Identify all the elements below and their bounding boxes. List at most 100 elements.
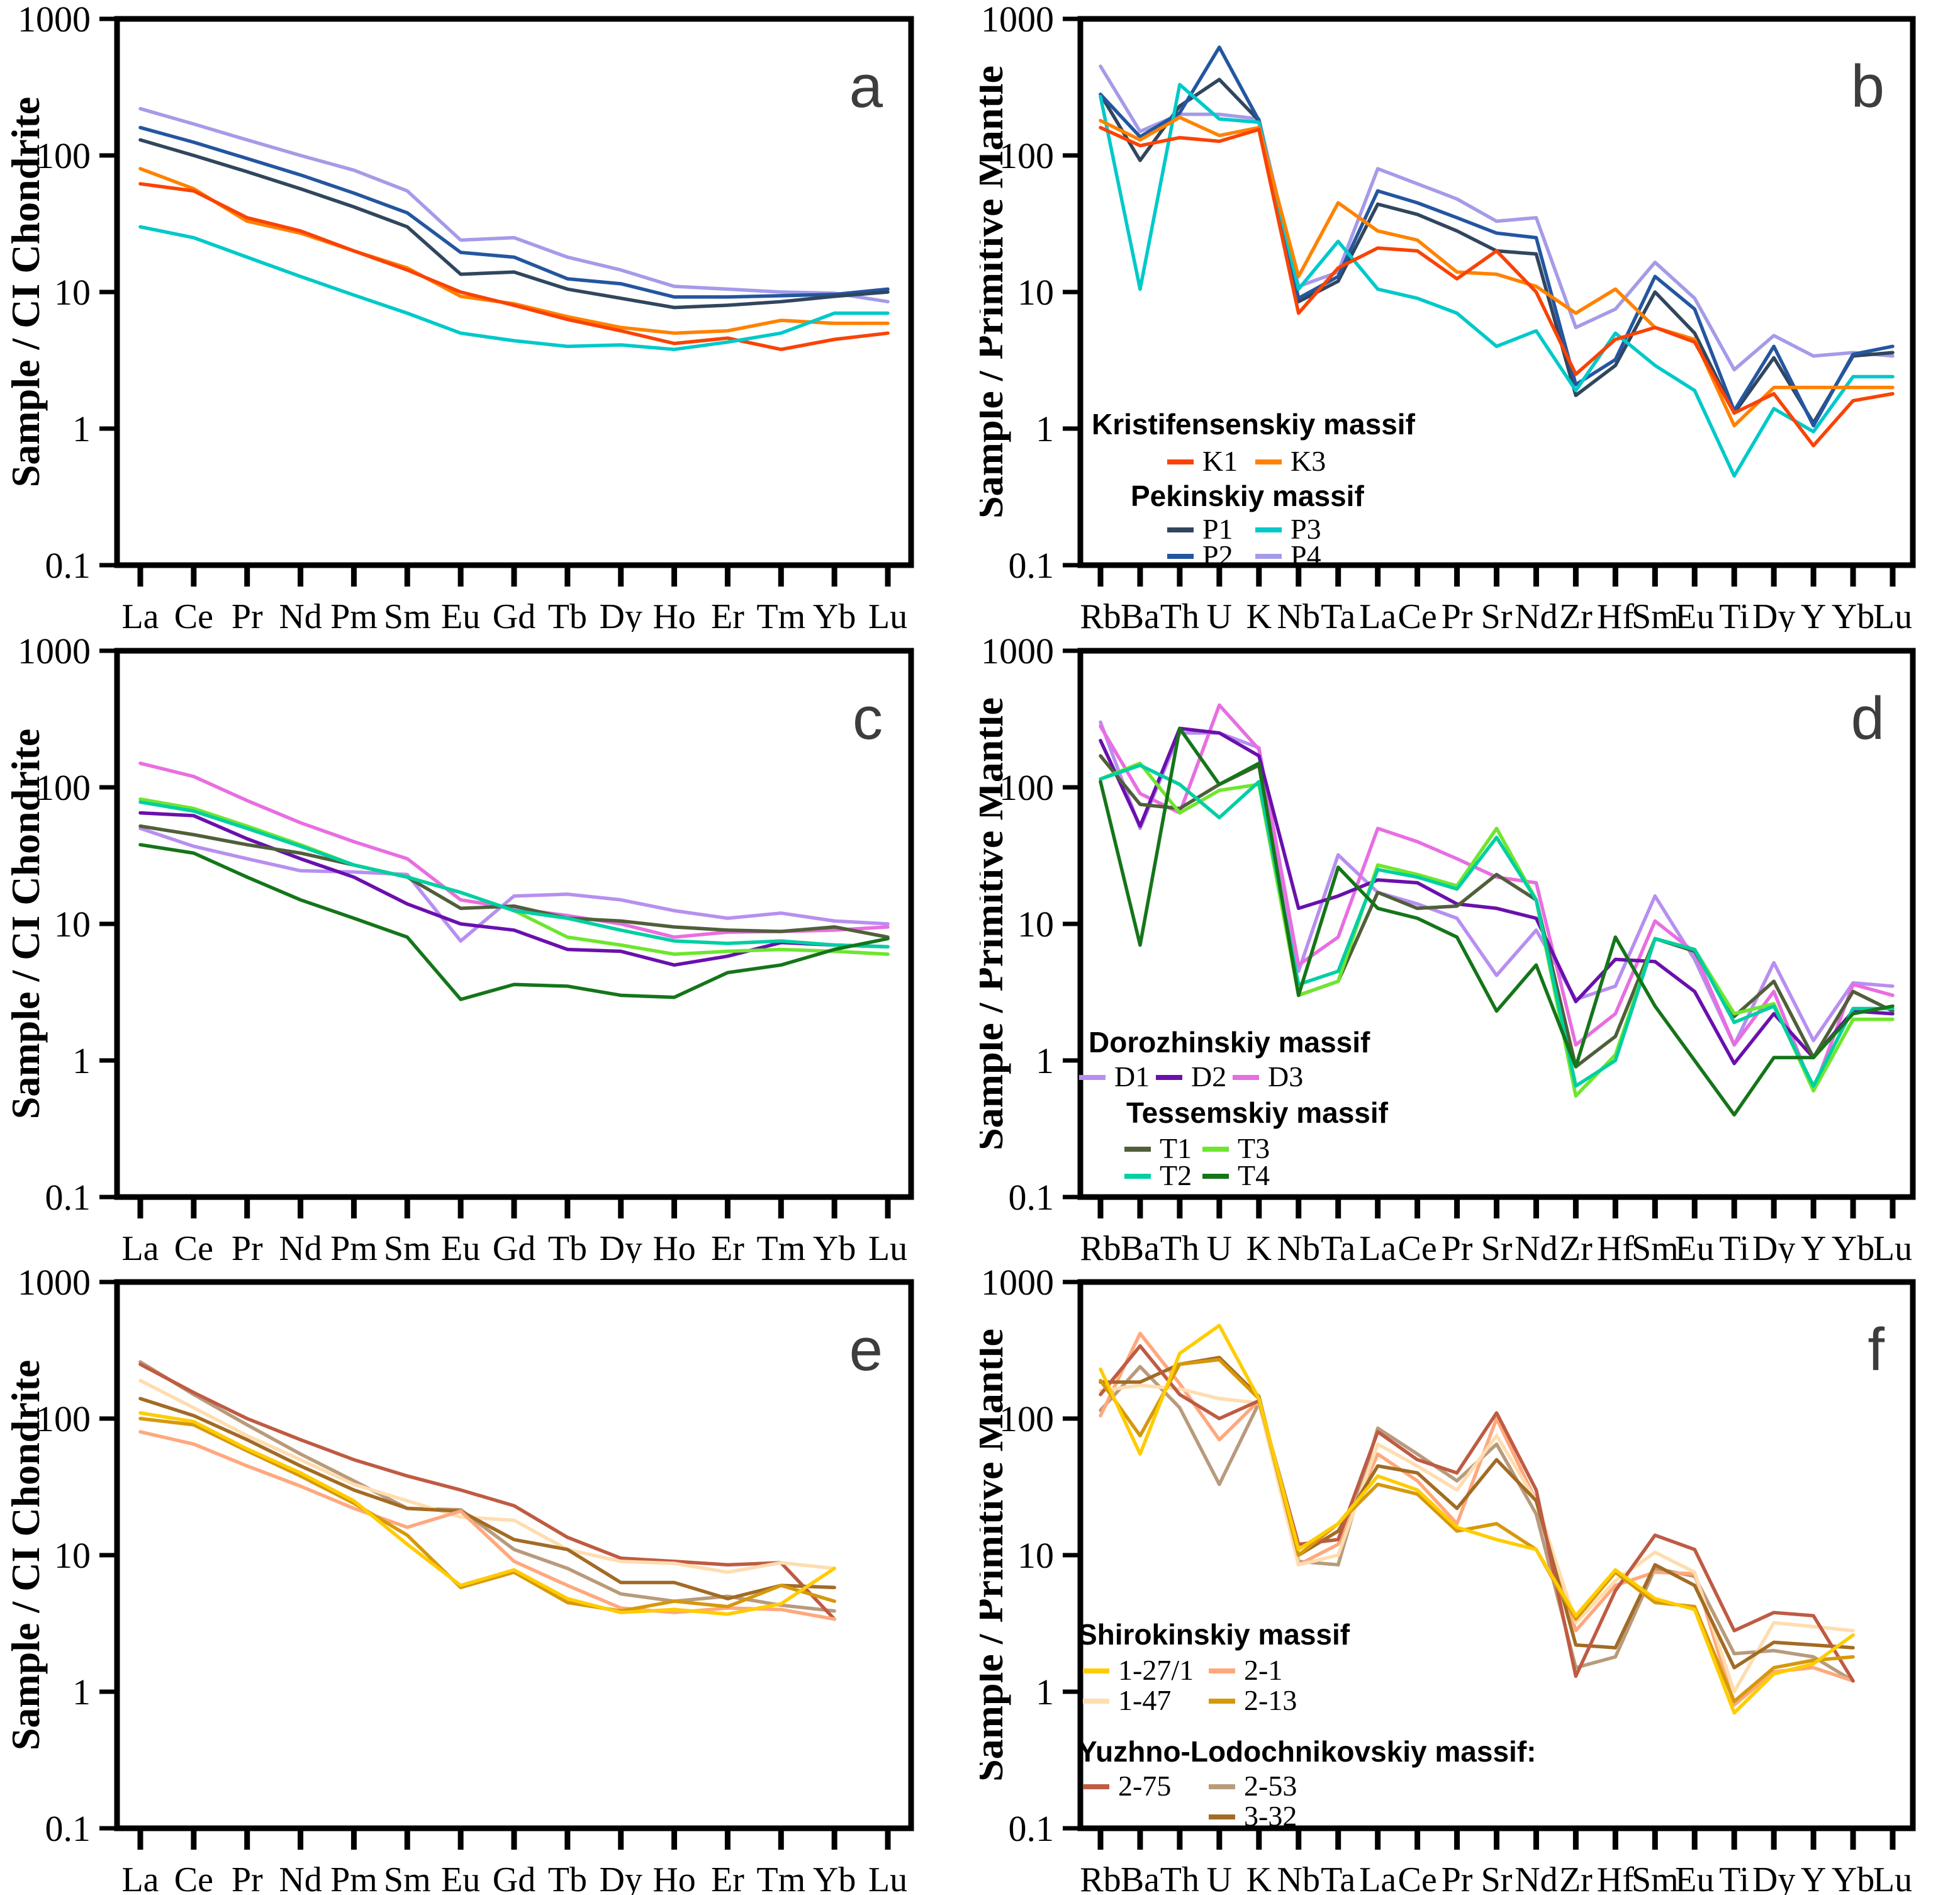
chart-panel-c: 1000 100 10 1 0.1 La Ce Pr Nd Pm Sm Eu Gd Tb Dy Ho Er Tm Y… xyxy=(0,632,980,1263)
x-tick-label: Nd xyxy=(1515,1229,1557,1263)
series-P2-line xyxy=(1099,45,1895,428)
series-P4-line xyxy=(1099,64,1895,372)
series-T3-line xyxy=(1099,762,1895,1098)
series-D1-line xyxy=(1099,720,1895,1047)
x-tick-label: La xyxy=(121,597,159,632)
x-tick-label: Pm xyxy=(330,597,378,632)
y-tick-label: 100 xyxy=(36,1398,91,1439)
series-K1-line xyxy=(1099,125,1895,447)
series-1-47-line xyxy=(138,1378,836,1574)
x-tick-label: Lu xyxy=(1873,1229,1912,1263)
x-tick-label: Lu xyxy=(1873,1860,1912,1895)
x-tick-label: U xyxy=(1207,1860,1232,1895)
legend-group-title: Dorozhinskiy massif xyxy=(1089,1026,1370,1059)
x-tick-label: Pr xyxy=(232,1860,263,1895)
series-2-13-line xyxy=(138,1417,836,1613)
x-tick-label: Sm xyxy=(384,1229,431,1263)
x-tick-label: Dy xyxy=(1752,597,1795,632)
series-K3-line xyxy=(138,167,890,335)
x-tick-label: Dy xyxy=(599,597,642,632)
y-tick-label: 100 xyxy=(999,767,1054,808)
x-tick-label: Nd xyxy=(279,1229,322,1263)
x-tick-label: Eu xyxy=(1675,1860,1714,1895)
y-tick-label: 10 xyxy=(54,904,91,945)
y-tick-label: 0.1 xyxy=(45,1177,91,1218)
x-tick-label: Tm xyxy=(756,1229,805,1263)
y-tick-label: 0.1 xyxy=(1009,1808,1055,1849)
x-tick-label: Ti xyxy=(1719,1229,1749,1263)
series-D2-line xyxy=(138,811,890,967)
x-tick-label: Sm xyxy=(384,1860,431,1895)
y-axis-label: Sample / CI Chondrite xyxy=(3,729,48,1120)
x-tick-label: U xyxy=(1207,1229,1232,1263)
series-2-13-line xyxy=(1099,1358,1855,1704)
series-D2-line xyxy=(1099,726,1895,1066)
x-tick-label: Pm xyxy=(330,1229,378,1263)
legend-label-D1: D1 xyxy=(1114,1060,1150,1093)
series-D3-line xyxy=(1099,703,1895,1093)
x-tick-label: U xyxy=(1207,597,1232,632)
y-tick-label: 1 xyxy=(1036,408,1054,449)
x-tick-label: Rb xyxy=(1080,597,1121,632)
y-tick-label: 0.1 xyxy=(1009,1177,1055,1218)
legend-label-T4: T4 xyxy=(1238,1159,1270,1191)
series-2-53-line xyxy=(138,1360,836,1613)
x-tick-label: Tb xyxy=(548,597,587,632)
series-1-47-line xyxy=(1099,1383,1855,1694)
y-tick-label: 10 xyxy=(1017,904,1054,945)
x-tick-label: Lu xyxy=(868,1229,907,1263)
x-tick-label: Eu xyxy=(441,1229,480,1263)
y-tick-label: 1 xyxy=(72,1040,91,1081)
legend-label-T2: T2 xyxy=(1160,1159,1192,1191)
y-axis-label: Sample / CI Chondrite xyxy=(3,97,48,488)
legend-group-title: Pekinskiy massif xyxy=(1131,480,1364,512)
x-tick-label: Zr xyxy=(1559,1860,1593,1895)
legend-group-title: Kristifensenskiy massif xyxy=(1092,408,1416,441)
y-tick-label: 100 xyxy=(36,135,91,176)
x-tick-label: Sr xyxy=(1481,597,1513,632)
series-2-75-line xyxy=(1099,1344,1855,1683)
x-tick-label: Sm xyxy=(384,597,431,632)
series-T2-line xyxy=(1099,763,1895,1088)
x-tick-label: Gd xyxy=(493,597,535,632)
series-3-32-line xyxy=(138,1397,836,1600)
x-tick-label: Yb xyxy=(813,597,856,632)
series-P4-line xyxy=(138,106,890,304)
series-T4-line xyxy=(138,843,890,1001)
x-tick-label: Hf xyxy=(1597,597,1634,632)
x-tick-label: Tb xyxy=(548,1229,587,1263)
legend-label-1-27/1: 1-27/1 xyxy=(1118,1654,1194,1686)
x-tick-label: Ba xyxy=(1121,1229,1160,1263)
legend-label-K3: K3 xyxy=(1291,445,1326,477)
x-tick-label: Rb xyxy=(1080,1860,1121,1895)
legend-label-2-1: 2-1 xyxy=(1244,1654,1282,1686)
x-tick-label: La xyxy=(1359,1229,1396,1263)
x-tick-label: Ta xyxy=(1321,1860,1355,1895)
x-tick-label: Tm xyxy=(756,1860,805,1895)
series-K3-line xyxy=(1099,115,1895,428)
x-tick-label: Sr xyxy=(1481,1860,1513,1895)
x-tick-label: Nd xyxy=(279,597,322,632)
x-tick-label: K xyxy=(1246,1860,1272,1895)
x-tick-label: Yb xyxy=(813,1860,856,1895)
x-tick-label: Hf xyxy=(1597,1229,1634,1263)
x-tick-label: Pr xyxy=(232,597,263,632)
y-tick-label: 1000 xyxy=(18,0,91,40)
x-tick-label: Ce xyxy=(174,597,213,632)
series-D1-line xyxy=(138,826,890,943)
series-1-27/1-line xyxy=(138,1411,836,1616)
x-tick-label: Sm xyxy=(1632,597,1679,632)
x-tick-label: Y xyxy=(1801,1860,1826,1895)
x-tick-label: Nd xyxy=(279,1860,322,1895)
y-tick-label: 100 xyxy=(999,135,1054,176)
x-tick-label: Sr xyxy=(1481,1229,1513,1263)
y-tick-label: 1000 xyxy=(981,0,1054,40)
x-tick-label: Y xyxy=(1801,597,1826,632)
x-tick-label: Pr xyxy=(1442,597,1473,632)
x-tick-label: Pr xyxy=(1442,1860,1473,1895)
x-tick-label: Eu xyxy=(441,1860,480,1895)
legend-label-T3: T3 xyxy=(1238,1132,1270,1164)
panel-letter-f: f xyxy=(1868,1316,1884,1383)
